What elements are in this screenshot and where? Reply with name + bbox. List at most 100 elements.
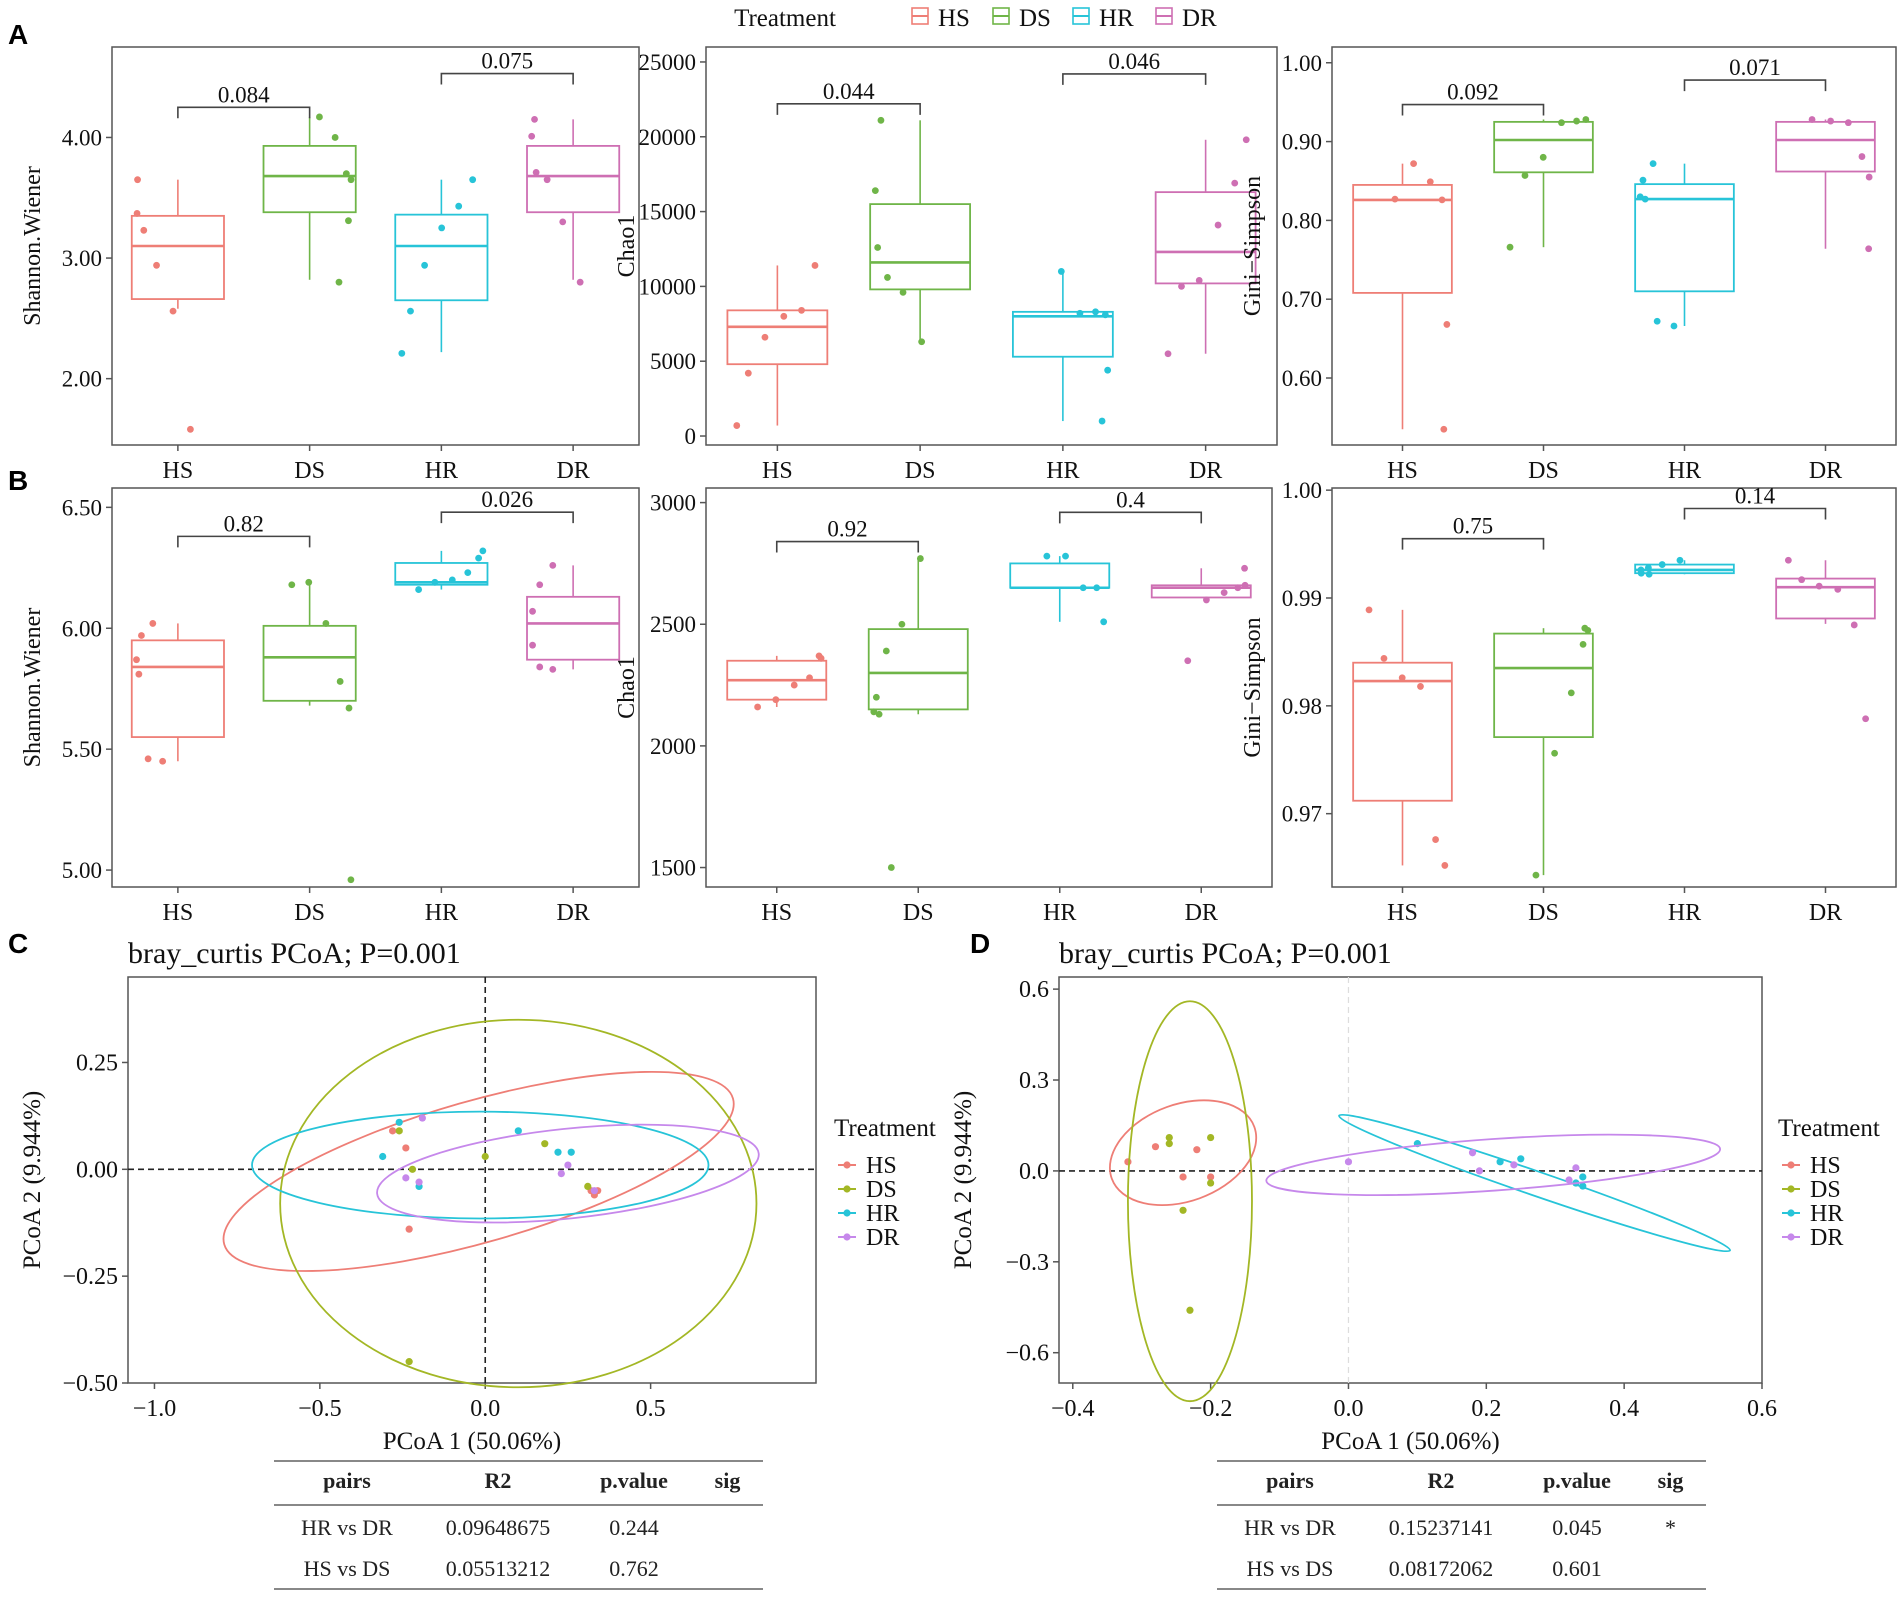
data-point (1858, 153, 1866, 160)
data-point (884, 274, 891, 281)
y-tick-label: 6.50 (62, 495, 102, 520)
data-point (431, 578, 439, 586)
data-point (1521, 172, 1529, 179)
data-point-hs (1207, 1173, 1215, 1181)
data-point (305, 578, 313, 586)
p-value-label: 0.82 (224, 511, 264, 536)
y-tick-label: 0.98 (1282, 694, 1322, 719)
stats-cell: 0.15237141 (1388, 1515, 1494, 1540)
box-hr (1012, 310, 1114, 358)
data-point (153, 261, 160, 269)
data-point (1441, 862, 1449, 869)
data-point (1195, 277, 1203, 284)
data-point-hr (379, 1152, 387, 1161)
x-axis-label: PCoA 1 (50.06%) (1321, 1428, 1499, 1455)
p-value-label: 0.046 (1108, 49, 1160, 74)
stats-cell: HS vs DS (274, 1547, 420, 1590)
significance-bracket (177, 535, 311, 548)
data-point (899, 288, 907, 296)
data-point-hs (1151, 1143, 1160, 1151)
x-tick-label: DR (1809, 458, 1842, 484)
x-tick-label: DR (556, 900, 589, 926)
legend-label: DR (1182, 5, 1217, 32)
data-point (140, 226, 148, 234)
data-point-hr (1496, 1158, 1504, 1166)
y-axis-label: PCoA 2 (9.944%) (19, 1091, 46, 1269)
legend-title: Treatment (834, 1115, 936, 1142)
data-point (455, 202, 463, 210)
data-point-hr (395, 1118, 403, 1126)
y-tick-label: 0.25 (76, 1050, 118, 1076)
data-point-ds (1179, 1206, 1187, 1214)
y-axis-label: Shannon.Wiener (20, 166, 46, 326)
data-point (1100, 618, 1108, 626)
box-ds (262, 144, 357, 214)
legend-label: HS (938, 5, 970, 32)
y-tick-label: −0.6 (1005, 1341, 1049, 1367)
stats-cell (692, 1505, 763, 1547)
data-point (1582, 116, 1590, 123)
data-point (1241, 564, 1248, 572)
x-tick-label: HS (163, 458, 194, 484)
data-point-dr (590, 1187, 598, 1195)
box-dr (1775, 577, 1876, 620)
stats-row: HR vs DR 0.09648675 0.244 (274, 1505, 763, 1547)
y-tick-label: 0.00 (76, 1157, 118, 1183)
data-point (1639, 176, 1647, 184)
data-point-dr (564, 1161, 572, 1169)
data-point (1670, 322, 1678, 330)
data-point (790, 681, 798, 689)
x-tick-label: HR (1043, 900, 1076, 926)
y-tick-label: 0.70 (1282, 287, 1322, 312)
data-point (1203, 596, 1210, 604)
y-axis-label: Gini−Simpson (1240, 617, 1266, 757)
stats-cell: 0.045 (1552, 1515, 1602, 1540)
plot-frame (705, 487, 1273, 888)
data-point (1057, 268, 1065, 275)
data-point (754, 703, 762, 711)
y-axis-label: Chao1 (614, 656, 640, 719)
legend-key-dot (1787, 1161, 1795, 1169)
legend-key-dot (843, 1161, 851, 1169)
significance-bracket (1062, 73, 1207, 85)
data-point (1093, 584, 1101, 592)
data-point (1241, 581, 1249, 589)
stats-cell: 0.08172062 (1363, 1547, 1519, 1590)
legend-label: HS (1810, 1153, 1841, 1179)
data-point (806, 674, 813, 682)
y-tick-label: 3.00 (62, 246, 102, 271)
y-tick-label: 0.0 (1019, 1159, 1049, 1185)
legend-key-dot (1787, 1233, 1795, 1241)
significance-bracket (776, 103, 921, 115)
data-point (149, 620, 157, 627)
significance-bracket (1683, 79, 1827, 92)
data-point (898, 620, 906, 628)
y-tick-label: 5000 (650, 349, 696, 374)
data-point-hs (1179, 1173, 1187, 1181)
stats-table-c: pairs R2 p.value sig HR vs DR 0.09648675… (274, 1460, 763, 1590)
box-ds (1493, 632, 1594, 739)
stats-cell: 0.09648675 (445, 1515, 551, 1540)
p-value-label: 0.071 (1729, 55, 1781, 80)
stats-cell (1635, 1547, 1706, 1590)
data-point (479, 547, 487, 555)
y-axis-label: PCoA 2 (9.944%) (950, 1091, 977, 1269)
data-point (798, 306, 805, 314)
legend-label: DS (1810, 1177, 1841, 1203)
data-point (1104, 366, 1112, 374)
box-hs (1352, 184, 1453, 294)
data-point (342, 170, 350, 178)
data-point-ds (1207, 1179, 1215, 1187)
data-point (1862, 715, 1870, 723)
x-tick-label: HS (762, 458, 793, 484)
data-point (1581, 624, 1589, 632)
data-point-ds (584, 1182, 592, 1191)
significance-bracket (440, 511, 574, 524)
significance-bracket (1401, 537, 1545, 550)
data-point (887, 864, 895, 871)
stats-cell: * (1665, 1515, 1676, 1540)
data-point-hs (389, 1127, 397, 1135)
data-point-hr (1579, 1182, 1587, 1190)
x-tick-label: HS (761, 900, 792, 926)
confidence-ellipse-hr (1338, 1113, 1731, 1253)
